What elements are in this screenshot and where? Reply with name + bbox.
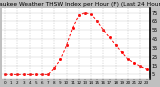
Title: Milwaukee Weather THSW Index per Hour (F) (Last 24 Hours): Milwaukee Weather THSW Index per Hour (F…: [0, 2, 160, 7]
